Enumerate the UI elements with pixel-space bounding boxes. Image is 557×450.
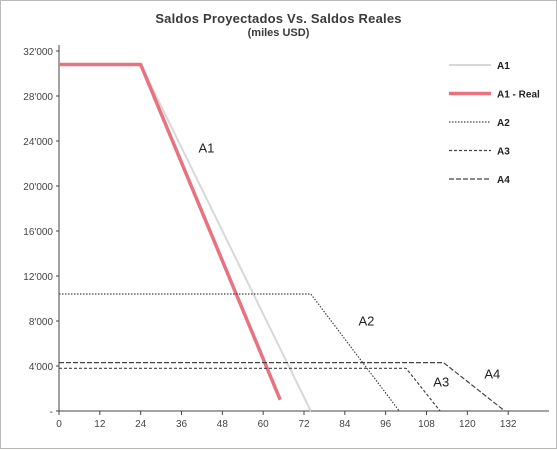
legend-label: A3: [497, 147, 510, 158]
series-annotation: A2: [358, 314, 374, 329]
series-annotation: A3: [433, 374, 449, 389]
x-tick-label: 36: [176, 419, 188, 430]
y-tick-label: 4'000: [29, 362, 54, 373]
y-tick-label: 12'000: [23, 272, 53, 283]
x-tick-label: 60: [258, 419, 270, 430]
x-tick-label: 0: [56, 419, 62, 430]
x-tick-label: 84: [339, 419, 351, 430]
y-tick-label: 28'000: [23, 92, 53, 103]
legend-label: A1 - Real: [497, 90, 540, 101]
y-tick-label: 16'000: [23, 227, 53, 238]
series-line-a3: [59, 367, 441, 412]
legend-label: A2: [497, 118, 510, 129]
y-tick-label: -: [50, 407, 53, 418]
x-tick-label: 24: [135, 419, 147, 430]
x-tick-label: 12: [94, 419, 106, 430]
series-line-a2: [59, 293, 400, 412]
x-tick-label: 48: [217, 419, 229, 430]
legend-label: A1: [497, 61, 510, 72]
y-tick-label: 20'000: [23, 182, 53, 193]
legend: A1 A1 - Real A2 A3 A4: [449, 61, 540, 186]
chart-title: Saldos Proyectados Vs. Saldos Reales: [155, 11, 402, 26]
x-tick-label: 120: [459, 419, 476, 430]
legend-label: A4: [497, 175, 510, 186]
series-annotation: A1: [199, 140, 215, 155]
annotation-layer: A1 A2 A3 A4: [199, 140, 501, 389]
y-tick-label: 32'000: [23, 47, 53, 58]
axes: 32'000 28'000 24'000 20'000 16'000 12'000 8'00…: [23, 45, 549, 430]
chart-subtitle: (miles USD): [247, 27, 310, 39]
series-line-a1-real: [59, 62, 282, 401]
x-tick-label: 132: [500, 419, 517, 430]
x-tick-label: 72: [298, 419, 310, 430]
series-line-a4: [59, 362, 506, 412]
y-tick-label: 8'000: [29, 317, 54, 328]
y-tick-label: 24'000: [23, 137, 53, 148]
series-line-a1: [59, 63, 312, 412]
x-tick-label: 96: [380, 419, 392, 430]
series-annotation: A4: [484, 366, 500, 381]
series-layer: [59, 62, 506, 412]
x-tick-label: 108: [418, 419, 435, 430]
